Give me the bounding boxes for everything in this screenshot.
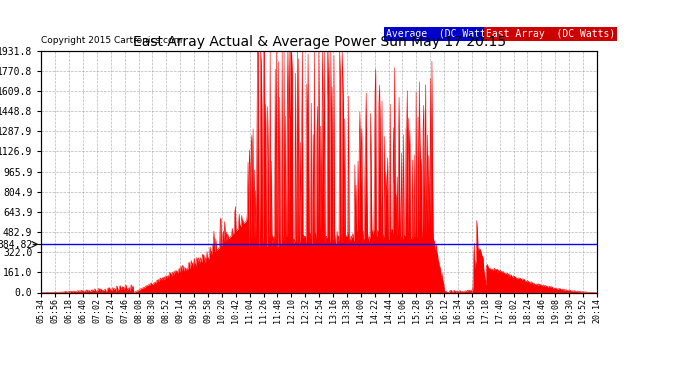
Text: Copyright 2015 Cartronics.com: Copyright 2015 Cartronics.com [41, 36, 183, 45]
Title: East Array Actual & Average Power Sun May 17 20:15: East Array Actual & Average Power Sun Ma… [132, 36, 506, 50]
Text: East Array  (DC Watts): East Array (DC Watts) [486, 29, 615, 39]
Text: Average  (DC Watts): Average (DC Watts) [386, 29, 497, 39]
